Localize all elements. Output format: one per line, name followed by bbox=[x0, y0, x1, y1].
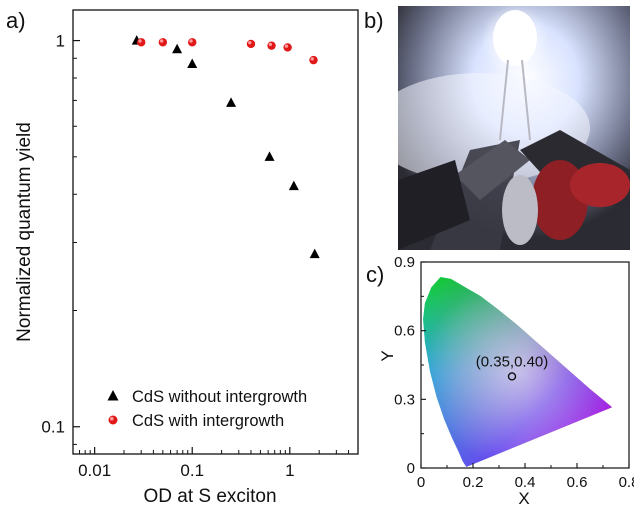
qy-chart: 0.01 0.1 1 0.1 1 OD at S exciton Normalized … bbox=[14, 9, 359, 507]
qy-legend: CdS without intergrowth CdS with intergro… bbox=[107, 388, 307, 430]
cie-y-axis-label: Y bbox=[378, 350, 397, 361]
qy-legend-marker-with-intergrowth bbox=[108, 415, 118, 425]
cie-x-tick-label: 0 bbox=[417, 474, 425, 491]
qy-point-with-intergrowth bbox=[267, 41, 276, 50]
qy-point-without-intergrowth bbox=[309, 248, 320, 259]
cie-x-tick-label: 0.8 bbox=[619, 474, 634, 491]
qy-plot-frame bbox=[72, 9, 359, 455]
qy-point-with-intergrowth bbox=[246, 39, 256, 49]
cie-x-axis-label: X bbox=[518, 489, 529, 508]
qy-y-axis-label: Normalized quantum yield bbox=[14, 122, 35, 342]
cie-y-tick-label: 0.9 bbox=[394, 254, 415, 271]
qy-point-without-intergrowth bbox=[226, 97, 237, 107]
qy-legend-label-with-intergrowth: CdS with intergrowth bbox=[132, 412, 284, 430]
cie-point-label: (0.35,0.40) bbox=[476, 353, 549, 370]
qy-point-with-intergrowth bbox=[137, 38, 146, 47]
qy-point-without-intergrowth bbox=[172, 43, 183, 54]
cie-y-tick-label: 0 bbox=[407, 460, 415, 477]
cie-chart: 0 0.2 0.4 0.6 0.8 0 0.3 0.6 0.9 (0.35,0.40) X Y bbox=[378, 254, 634, 508]
qy-point-without-intergrowth bbox=[187, 58, 198, 68]
cie-point bbox=[507, 372, 517, 381]
qy-legend-marker-without-intergrowth bbox=[107, 390, 119, 401]
panel-a-label: a) bbox=[6, 8, 26, 33]
qy-point-without-intergrowth bbox=[264, 151, 275, 161]
white-led-photo bbox=[398, 6, 630, 250]
cie-y-tick-label: 0.6 bbox=[394, 323, 415, 340]
qy-legend-label-without-intergrowth: CdS without intergrowth bbox=[132, 388, 307, 406]
qy-point-without-intergrowth bbox=[288, 180, 299, 191]
qy-x-tick-label: 1 bbox=[285, 461, 294, 480]
qy-x-axis-label: OD at S exciton bbox=[143, 486, 276, 507]
qy-point-with-intergrowth bbox=[158, 38, 168, 47]
qy-x-tick-label: 0.01 bbox=[78, 461, 111, 480]
qy-point-with-intergrowth bbox=[283, 43, 292, 52]
cie-gamut bbox=[423, 277, 613, 467]
qy-y-tick-label: 1 bbox=[56, 32, 65, 51]
panel-b-label: b) bbox=[364, 8, 384, 33]
cie-y-tick-label: 0.3 bbox=[394, 391, 415, 408]
cie-x-tick-label: 0.4 bbox=[515, 474, 536, 491]
qy-y-tick-label: 0.1 bbox=[41, 418, 65, 437]
qy-x-tick-label: 0.1 bbox=[180, 461, 204, 480]
panel-c-label: c) bbox=[366, 262, 385, 287]
cie-x-tick-label: 0.2 bbox=[463, 474, 484, 491]
qy-point-with-intergrowth bbox=[188, 38, 197, 47]
qy-point-with-intergrowth bbox=[309, 55, 318, 65]
cie-x-tick-label: 0.6 bbox=[567, 474, 588, 491]
